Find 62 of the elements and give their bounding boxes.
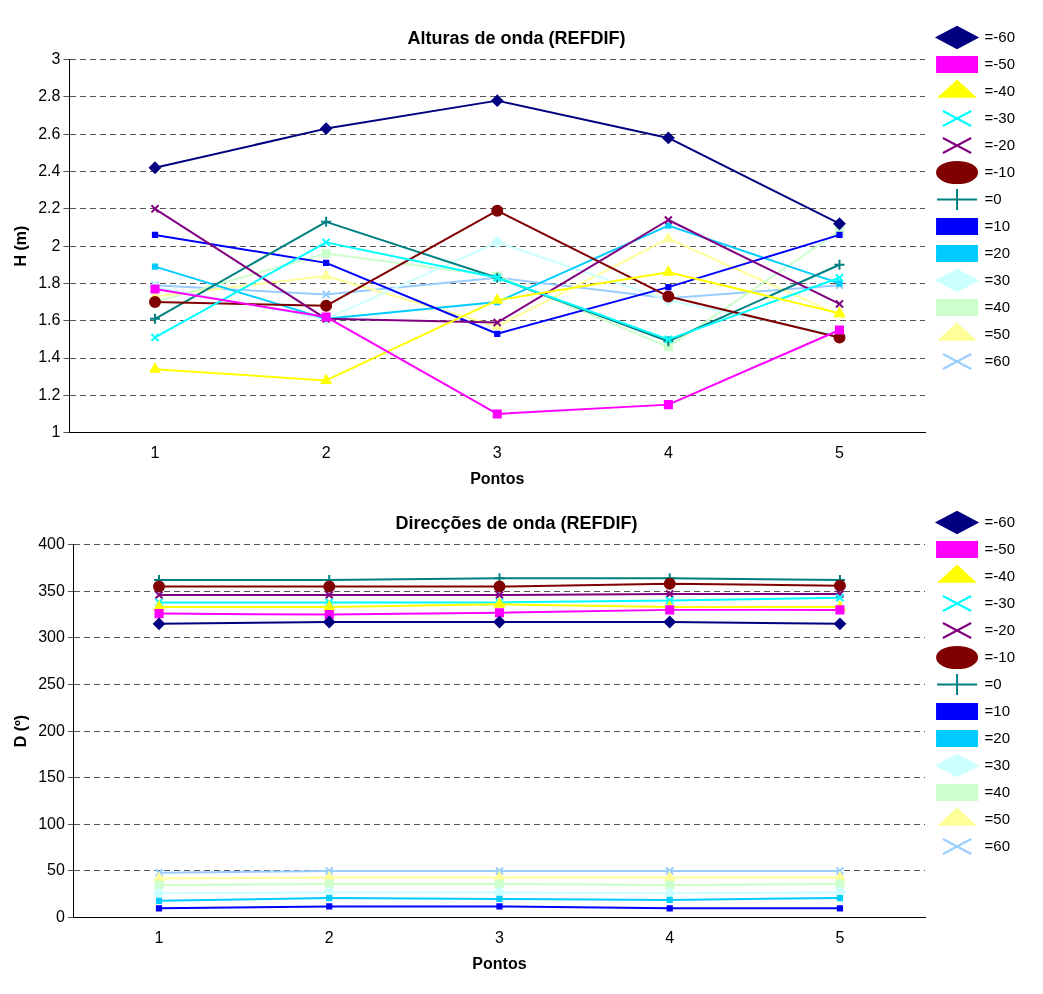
y-tick-label: 2.2 [38, 199, 61, 217]
y-tick-label: 300 [38, 628, 65, 646]
legend-label: =50 [984, 809, 1011, 827]
chart-title: Direcções de onda (REFDIF) [395, 512, 638, 533]
legend-label: =-40 [984, 566, 1016, 584]
y-tick-label: 1.8 [38, 273, 61, 291]
x-tick-label: 4 [665, 928, 675, 946]
legend-label: =-20 [984, 135, 1016, 153]
x-tick-label: 1 [150, 443, 160, 461]
legend-label: =40 [984, 782, 1011, 800]
legend-label: =-40 [984, 81, 1016, 99]
x-tick-label: 5 [835, 928, 845, 946]
legend-label: =10 [984, 216, 1011, 234]
legend-label: =60 [984, 351, 1011, 369]
legend-label: =-60 [984, 512, 1016, 530]
y-tick-label: 150 [38, 768, 65, 786]
y-tick-label: 400 [38, 535, 65, 553]
x-tick-label: 5 [835, 443, 845, 461]
y-tick-label: 100 [38, 814, 65, 832]
x-tick-label: 3 [492, 443, 502, 461]
legend-label: =50 [984, 324, 1011, 342]
y-tick-label: 3 [51, 50, 61, 68]
y-tick-label: 350 [38, 581, 65, 599]
x-axis-title: Pontos [470, 469, 525, 487]
legend-label: =-60 [984, 27, 1016, 45]
y-tick-label: 0 [55, 908, 65, 926]
y-tick-label: 1 [51, 423, 61, 441]
y-tick-label: 50 [47, 861, 65, 879]
legend-label: =-50 [984, 539, 1016, 557]
legend-label: =20 [984, 243, 1011, 261]
legend-label: =20 [984, 728, 1011, 746]
y-tick-label: 2 [51, 236, 61, 254]
y-tick-label: 2.4 [38, 161, 61, 179]
y-axis-title: D (º) [12, 714, 30, 748]
legend-label: =10 [984, 701, 1011, 719]
x-axis-title: Pontos [472, 954, 527, 972]
legend-label: =-10 [984, 647, 1016, 665]
legend-label: =-10 [984, 162, 1016, 180]
legend-label: =30 [984, 270, 1011, 288]
x-tick-label: 2 [324, 928, 334, 946]
legend-label: =40 [984, 297, 1011, 315]
y-tick-label: 1.2 [38, 385, 61, 403]
y-tick-label: 1.4 [38, 348, 61, 366]
legend-label: =60 [984, 836, 1011, 854]
legend-label: =-50 [984, 54, 1016, 72]
legend-label: =0 [984, 189, 1002, 207]
legend-label: =0 [984, 674, 1002, 692]
x-tick-label: 1 [154, 928, 164, 946]
y-tick-label: 250 [38, 674, 65, 692]
legend-label: =-30 [984, 108, 1016, 126]
y-tick-label: 1.6 [38, 311, 61, 329]
y-tick-label: 2.6 [38, 124, 61, 142]
legend-label: =30 [984, 755, 1011, 773]
x-tick-label: 3 [495, 928, 505, 946]
y-axis-title: H (m) [12, 225, 30, 267]
y-tick-label: 200 [38, 721, 65, 739]
legend-label: =-30 [984, 593, 1016, 611]
legend-label: =-20 [984, 620, 1016, 638]
chart-title: Alturas de onda (REFDIF) [407, 27, 626, 48]
x-tick-label: 4 [663, 443, 673, 461]
x-tick-label: 2 [321, 443, 331, 461]
y-tick-label: 2.8 [38, 87, 61, 105]
